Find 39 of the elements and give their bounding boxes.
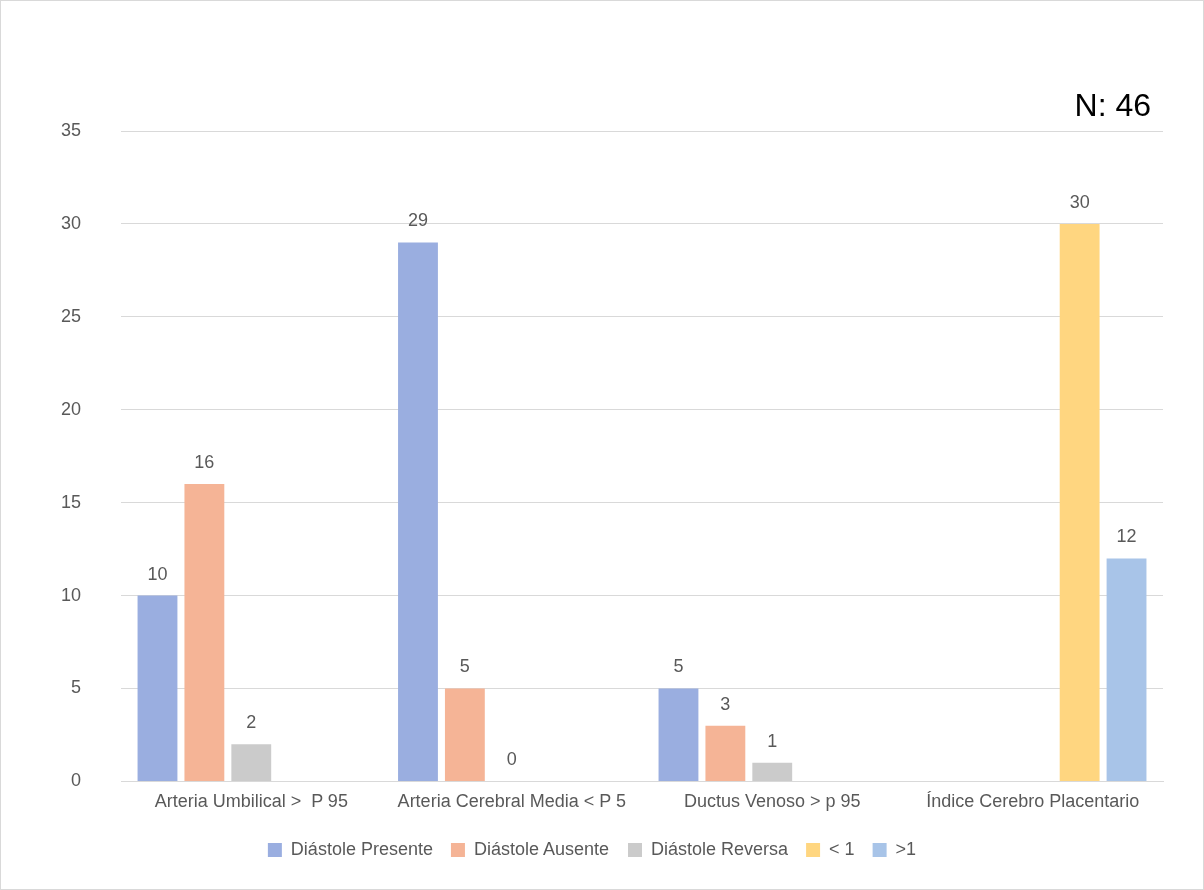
legend-label: Diástole Reversa (651, 838, 790, 859)
y-tick-label: 15 (60, 491, 82, 512)
data-label: 16 (194, 452, 215, 473)
x-tick-label: Arteria Umbilical > P 95 (154, 791, 348, 812)
x-tick-label: Índice Cerebro Placentario (926, 791, 1140, 812)
bar (444, 688, 485, 781)
data-label: 30 (1069, 191, 1090, 212)
data-label: 2 (246, 712, 257, 733)
y-tick-label: 5 (71, 677, 82, 698)
x-tick-label: Ductus Venoso > p 95 (683, 791, 861, 812)
data-label: 12 (1116, 526, 1137, 547)
bar (705, 725, 746, 781)
x-tick-label: Arteria Cerebral Media < P 5 (397, 791, 626, 812)
text: N: 46 (1074, 87, 1151, 124)
data-label: 5 (673, 656, 684, 677)
y-tick-label: 0 (71, 770, 82, 791)
legend-label: < 1 (829, 838, 855, 859)
bar (184, 484, 225, 781)
bar (752, 762, 793, 781)
data-label: 0 (506, 749, 517, 770)
y-tick-label: 25 (60, 305, 82, 326)
bar (1059, 223, 1100, 781)
bar (137, 595, 178, 781)
bar (231, 744, 272, 781)
bar (1106, 558, 1147, 781)
data-label: 29 (407, 210, 428, 231)
data-label: 10 (147, 563, 168, 584)
y-tick-label: 20 (60, 398, 82, 419)
legend-label: >1 (895, 838, 917, 859)
y-tick-label: 30 (60, 212, 82, 233)
data-label: 1 (767, 730, 778, 751)
legend-label: Diástole Ausente (473, 838, 610, 859)
y-tick-label: 10 (60, 584, 82, 605)
bar (658, 688, 699, 781)
data-label: 3 (720, 693, 731, 714)
data-label: 5 (459, 656, 470, 677)
legend-label: Diástole Presente (290, 838, 433, 859)
y-tick-label: 35 (60, 119, 82, 140)
bar (398, 242, 438, 781)
